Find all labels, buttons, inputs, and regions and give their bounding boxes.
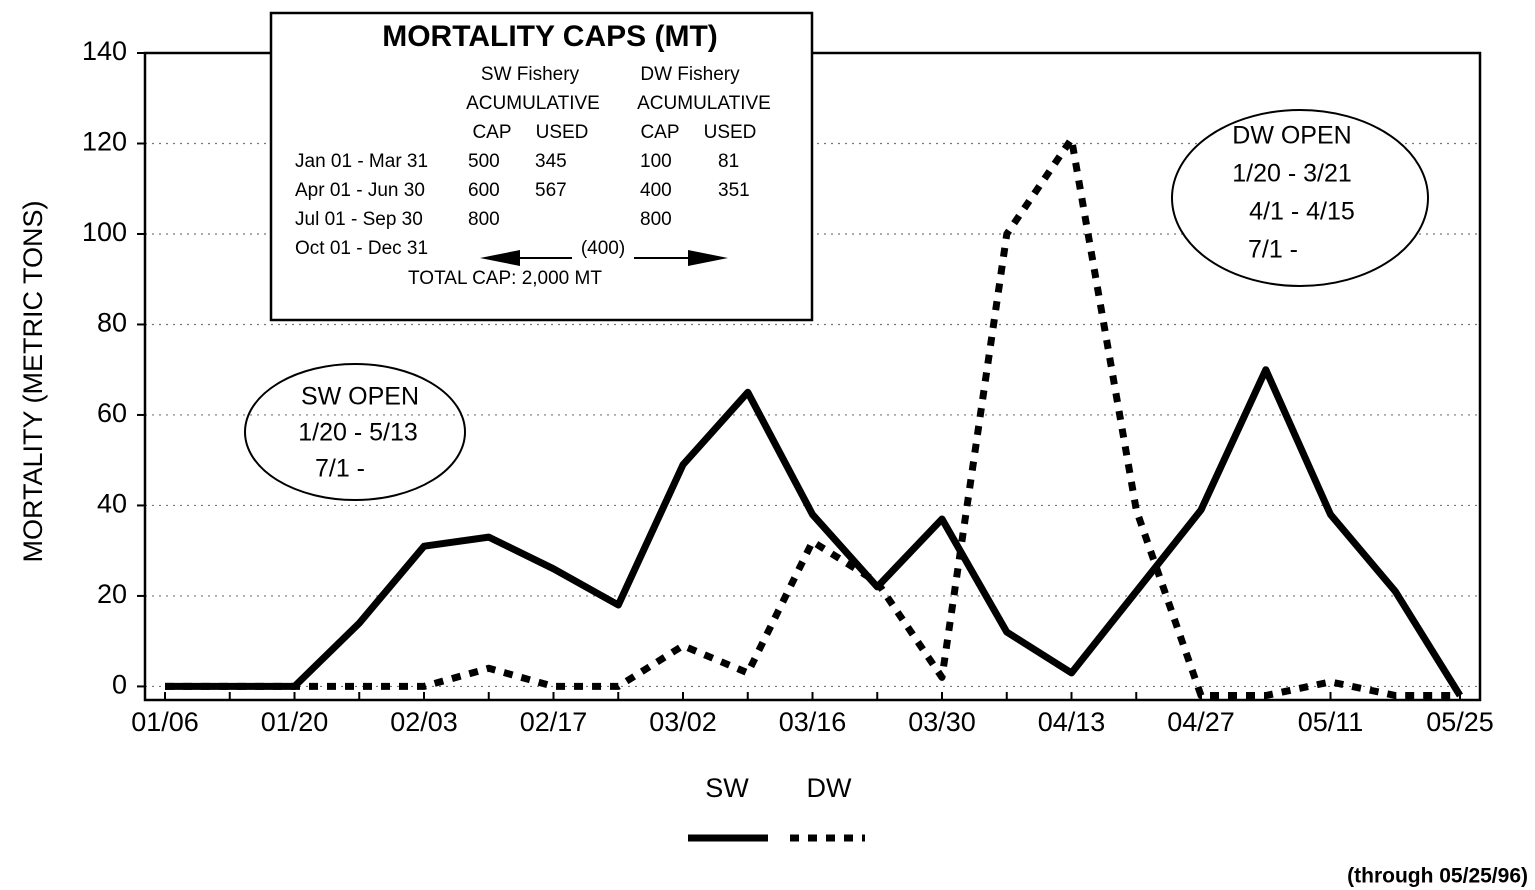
x-tick-label: 03/30 [908, 707, 976, 737]
arrow-head [480, 250, 520, 266]
footnote: (through 05/25/96) [1347, 865, 1528, 888]
caps-cell: Oct 01 - Dec 31 [295, 238, 428, 259]
y-axis-label: MORTALITY (METRIC TONS) [18, 200, 48, 562]
caps-cell: 345 [535, 151, 567, 172]
x-tick-label: 01/20 [261, 707, 329, 737]
caps-column: CAP [472, 122, 511, 143]
x-tick-label: 02/17 [520, 707, 588, 737]
legend-label: DW [807, 773, 852, 803]
caps-cell: Jul 01 - Sep 30 [295, 209, 423, 230]
annotation-text: 7/1 - [1248, 236, 1298, 264]
caps-column: USED [704, 122, 757, 143]
arrow-head [688, 250, 728, 266]
caps-cell: 800 [640, 209, 672, 230]
x-tick-label: 03/02 [649, 707, 717, 737]
annotation-text: SW OPEN [301, 383, 419, 411]
y-tick-label: 100 [82, 217, 127, 247]
caps-title: MORTALITY CAPS (MT) [382, 20, 718, 53]
caps-cell: 600 [468, 180, 500, 201]
y-tick-label: 60 [97, 398, 127, 428]
caps-cell: 567 [535, 180, 567, 201]
y-tick-label: 80 [97, 308, 127, 338]
legend-label: SW [705, 773, 749, 803]
caps-cell: (400) [581, 238, 625, 259]
caps-fishery: DW Fishery [640, 64, 740, 85]
x-tick-label: 04/27 [1167, 707, 1235, 737]
y-tick-label: 140 [82, 36, 127, 66]
caps-kind: ACUMULATIVE [466, 93, 600, 114]
x-tick-label: 01/06 [131, 707, 199, 737]
series-line [165, 366, 1463, 698]
caps-cell: 351 [718, 180, 750, 201]
y-tick-label: 20 [97, 579, 127, 609]
caps-cell: Jan 01 - Mar 31 [295, 151, 428, 172]
annotation-text: 1/20 - 5/13 [298, 419, 418, 447]
caps-column: USED [536, 122, 589, 143]
y-tick-label: 40 [97, 489, 127, 519]
caps-cell: 100 [640, 151, 672, 172]
y-tick-label: 0 [112, 670, 127, 700]
caps-cell: 800 [468, 209, 500, 230]
caps-kind: ACUMULATIVE [637, 93, 771, 114]
x-tick-label: 02/03 [390, 707, 458, 737]
x-tick-label: 05/25 [1426, 707, 1494, 737]
annotation-text: 1/20 - 3/21 [1232, 160, 1352, 188]
annotation-text: 7/1 - [315, 455, 365, 483]
annotation-text: DW OPEN [1232, 122, 1351, 150]
caps-total: TOTAL CAP: 2,000 MT [408, 268, 602, 289]
x-tick-label: 04/13 [1038, 707, 1106, 737]
caps-fishery: SW Fishery [481, 64, 580, 85]
x-tick-label: 03/16 [779, 707, 847, 737]
caps-cell: Apr 01 - Jun 30 [295, 180, 425, 201]
x-tick-label: 05/11 [1298, 707, 1364, 737]
caps-box [269, 11, 814, 322]
annotation-ellipse [244, 363, 466, 501]
annotation-ellipse [1171, 109, 1429, 287]
y-tick-label: 120 [82, 127, 127, 157]
caps-cell: 400 [640, 180, 672, 201]
annotation-text: 4/1 - 4/15 [1249, 198, 1355, 226]
caps-cell: 500 [468, 151, 500, 172]
caps-column: CAP [640, 122, 679, 143]
caps-cell: 81 [718, 151, 739, 172]
